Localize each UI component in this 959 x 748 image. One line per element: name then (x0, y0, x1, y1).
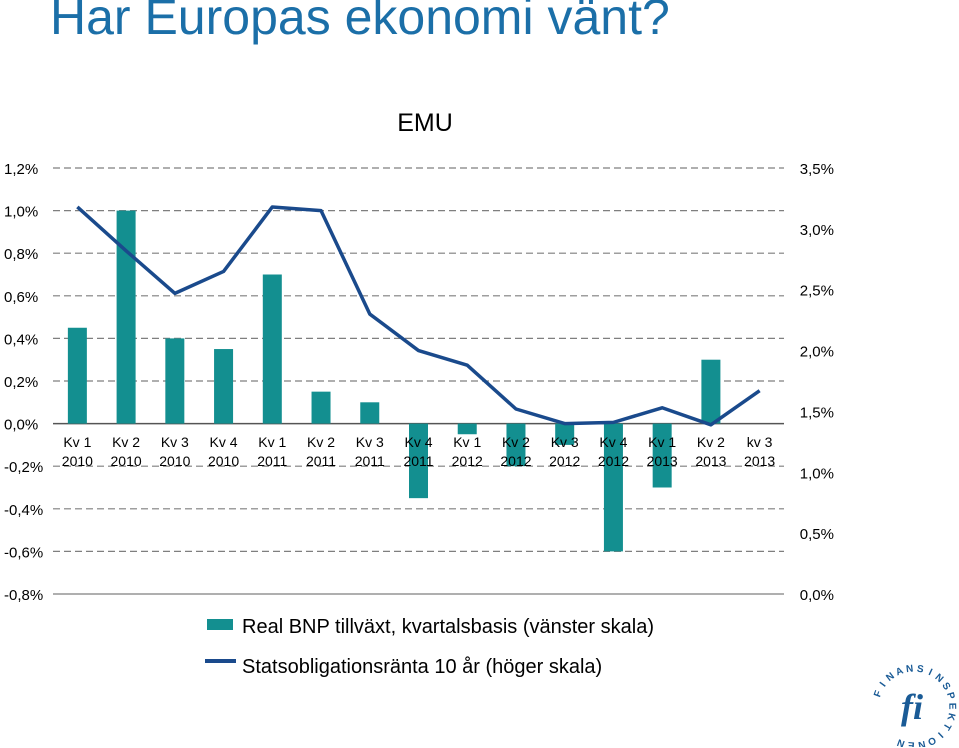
bar (214, 349, 234, 424)
logo-letter: A (894, 666, 905, 679)
right-axis: 3,5% 3,0% 2,5% 2,0% 1,5% 1,0% 0,5% 0,0% (800, 161, 834, 604)
left-axis-tick-label: -0,4% (4, 502, 43, 519)
left-axis-tick-label: 1,0% (4, 204, 38, 221)
line-series (76, 205, 761, 427)
category-labels: Kv 1 2010 Kv 2 2010 Kv 3 2010 Kv 4 2010 Kv 1 2011… (62, 434, 776, 469)
left-axis-tick-label: 0,2% (4, 374, 38, 391)
category-label: Kv 1 2013 (647, 434, 678, 469)
left-axis-tick-label: 0,8% (4, 246, 38, 263)
bar (165, 338, 185, 424)
right-axis-tick-label: 3,0% (800, 222, 834, 239)
right-axis-tick-label: 0,5% (800, 526, 834, 543)
logo-letter: E (946, 703, 957, 710)
category-label: Kv 2 2010 (111, 434, 142, 469)
right-axis-tick-label: 1,0% (800, 465, 834, 482)
category-label: Kv 2 2013 (695, 434, 726, 469)
logo-mark: fi (901, 687, 923, 727)
legend-bar-swatch (207, 619, 233, 630)
logo-letter: N (906, 664, 914, 676)
logo-letter: O (925, 734, 937, 747)
bar (262, 274, 282, 424)
left-axis-tick-label: 0,0% (4, 417, 38, 434)
logo-letter: N (896, 736, 907, 747)
logo-letter: I (927, 667, 934, 678)
bar (652, 423, 672, 488)
right-axis-tick-label: 2,0% (800, 344, 834, 361)
category-label: Kv 1 2011 (257, 434, 287, 469)
chart-title: EMU (397, 109, 453, 137)
bar-series (67, 210, 721, 552)
bar (409, 423, 428, 499)
logo-letter: E (907, 739, 915, 747)
left-axis-tick-label: -0,8% (4, 587, 43, 604)
slide-title: Har Europas ekonomi vänt? (50, 0, 670, 45)
left-axis-tick-label: 1,2% (4, 161, 38, 178)
category-label: Kv 4 2012 (598, 434, 629, 469)
logo-letter: P (944, 691, 957, 701)
category-label: Kv 3 2010 (159, 434, 190, 469)
logo-letter: F (872, 689, 884, 699)
category-label: Kv 2 2012 (500, 434, 531, 469)
bar (555, 423, 575, 445)
right-axis-tick-label: 1,5% (800, 404, 834, 421)
left-axis-tick-label: 0,4% (4, 331, 38, 348)
logo-letter: S (916, 664, 925, 676)
yield-line (76, 205, 761, 427)
legend-line-label: Statsobligationsränta 10 år (höger skala… (242, 656, 602, 678)
left-axis: 1,2% 1,0% 0,8% 0,6% 0,4% 0,2% 0,0% -0,2% -0,4% -0… (4, 161, 43, 604)
gridlines (53, 167, 784, 595)
bar (701, 359, 721, 424)
left-axis-tick-label: 0,6% (4, 289, 38, 306)
logo-letter: I (935, 730, 945, 740)
category-label: Kv 2 2011 (306, 434, 336, 469)
right-axis-tick-label: 2,5% (800, 283, 834, 300)
right-axis-tick-label: 0,0% (800, 587, 834, 604)
logo-letter: I (878, 680, 889, 689)
left-axis-tick-label: -0,6% (4, 544, 43, 561)
category-label: Kv 3 2011 (355, 434, 385, 469)
category-label: Kv 1 2012 (452, 434, 483, 469)
legend-bar-label: Real BNP tillväxt, kvartalsbasis (vänste… (242, 616, 654, 638)
logo-letter: K (944, 712, 957, 723)
category-label: Kv 1 2010 (62, 434, 93, 469)
bar (116, 210, 136, 424)
logo-letter: T (940, 721, 953, 732)
bar (506, 423, 526, 467)
category-label: Kv 4 2011 (403, 434, 433, 469)
bar (603, 423, 623, 552)
bar (360, 402, 380, 424)
logo-letter: N (917, 738, 926, 747)
category-label: kv 3 2013 (744, 434, 775, 469)
logo-letter: S (939, 681, 952, 693)
bar (311, 391, 331, 424)
left-axis-tick-label: -0,2% (4, 459, 43, 476)
bar (67, 327, 87, 424)
right-axis-tick-label: 3,5% (800, 161, 834, 178)
legend: Real BNP tillväxt, kvartalsbasis (vänste… (205, 616, 654, 678)
category-label: Kv 3 2012 (549, 434, 580, 469)
category-label: Kv 4 2010 (208, 434, 239, 469)
bar (457, 423, 477, 435)
